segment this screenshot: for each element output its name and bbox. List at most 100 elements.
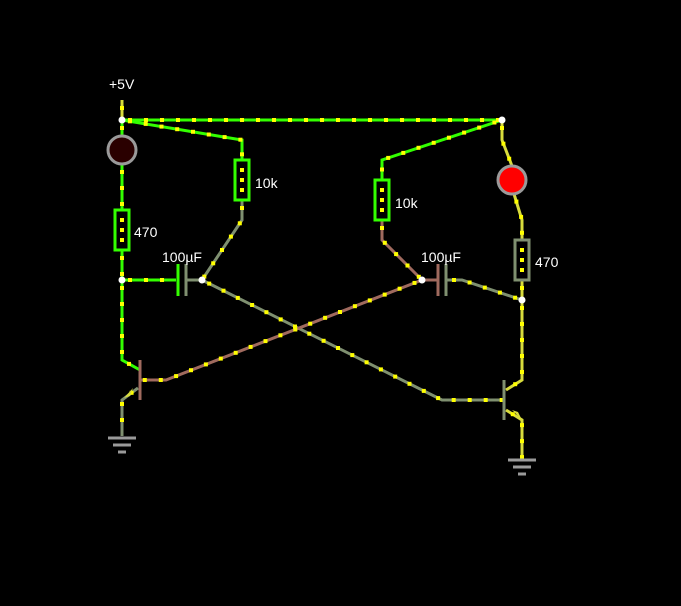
current-dot: [240, 118, 244, 122]
resistor-icon: [373, 178, 391, 222]
current-dot: [120, 256, 124, 260]
current-dot: [160, 118, 164, 122]
current-dot: [520, 354, 524, 358]
current-dot: [129, 390, 134, 395]
current-dot: [202, 274, 207, 279]
current-dot: [483, 398, 488, 402]
wire-node-to-q2-collector[interactable]: [505, 300, 524, 392]
current-dot: [211, 261, 216, 266]
wire-rail-to-r-base-right[interactable]: [380, 118, 503, 180]
current-dot: [256, 118, 260, 122]
current-dot: [520, 370, 524, 374]
current-dot: [386, 155, 391, 160]
current-dot: [394, 252, 399, 257]
current-dot: [367, 298, 372, 303]
current-dot: [382, 292, 387, 297]
ground-right[interactable]: [508, 458, 536, 476]
resistor-icon: [113, 208, 131, 252]
current-dot: [380, 208, 384, 212]
current-dot: [496, 118, 500, 122]
current-dot: [352, 304, 357, 309]
current-dot: [378, 367, 383, 372]
current-dot: [192, 118, 196, 122]
current-dot: [497, 290, 502, 295]
current-dot: [222, 135, 227, 140]
current-dot: [520, 439, 524, 444]
resistor-load-right[interactable]: [513, 238, 531, 282]
current-dot: [278, 317, 283, 322]
current-dots: [120, 106, 524, 460]
cap-right-label: 100µF: [421, 249, 461, 265]
current-dot: [240, 152, 244, 157]
current-dot: [120, 170, 124, 174]
current-dot: [207, 281, 212, 286]
node-cap-left: [198, 276, 206, 284]
current-dot: [464, 118, 468, 122]
node-cap-right: [418, 276, 426, 284]
current-dot: [520, 248, 524, 252]
led-left[interactable]: [106, 134, 138, 166]
current-dot: [499, 398, 504, 402]
led-icon: [496, 164, 528, 196]
node-supply: [118, 116, 126, 124]
current-dot: [421, 388, 426, 393]
current-dot: [520, 338, 524, 342]
current-dot: [240, 178, 244, 182]
current-dot: [278, 333, 283, 338]
ground-left[interactable]: [108, 436, 136, 454]
led-right[interactable]: [496, 164, 528, 196]
current-dot: [175, 127, 180, 132]
wire-cap-right-to-node[interactable]: [446, 278, 523, 302]
current-dot: [336, 118, 340, 122]
current-dot: [120, 238, 124, 242]
current-dot: [220, 248, 224, 252]
current-dot: [233, 350, 238, 355]
current-dot: [520, 286, 524, 290]
current-dot: [120, 334, 124, 338]
transistor-q2[interactable]: [502, 380, 522, 420]
wire-cross-to-q1-base[interactable]: [140, 278, 423, 382]
resistor-base-left[interactable]: [233, 158, 251, 202]
current-dot: [248, 344, 253, 349]
r-base-left-label: 10k: [255, 175, 279, 191]
current-dot: [264, 310, 269, 315]
current-dot: [144, 278, 148, 282]
current-dot: [477, 125, 482, 130]
current-dot: [467, 280, 472, 285]
cap-left-label: 100µF: [162, 249, 202, 265]
current-dot: [142, 378, 147, 382]
emitter-arrow-icon: [512, 410, 522, 420]
current-dot: [218, 356, 223, 361]
transistor-q1[interactable]: [124, 360, 142, 400]
current-dot: [436, 396, 441, 401]
current-dot: [384, 118, 388, 122]
current-dot: [144, 118, 148, 122]
current-dot: [323, 315, 328, 320]
current-dot: [510, 412, 515, 417]
resistor-base-right[interactable]: [373, 178, 391, 222]
current-dot: [451, 398, 456, 402]
current-dot: [514, 199, 519, 204]
current-dot: [120, 126, 124, 130]
current-dot: [224, 118, 228, 122]
current-dot: [127, 119, 132, 124]
led-icon: [106, 134, 138, 166]
current-dot: [382, 240, 387, 245]
current-dot: [240, 168, 244, 172]
current-dot: [405, 263, 410, 268]
current-dot: [120, 286, 124, 290]
node-collector-left: [118, 276, 126, 284]
resistor-icon: [233, 158, 251, 202]
current-dot: [127, 361, 131, 366]
resistor-load-left[interactable]: [113, 208, 131, 252]
current-dot: [120, 350, 124, 354]
wire-node-to-q1-collector[interactable]: [120, 280, 141, 372]
current-dot: [304, 118, 308, 122]
current-dot: [519, 214, 524, 219]
current-dot: [380, 226, 384, 230]
current-dot: [412, 280, 417, 285]
emitter-arrow-icon: [124, 388, 133, 398]
current-dot: [416, 274, 421, 279]
